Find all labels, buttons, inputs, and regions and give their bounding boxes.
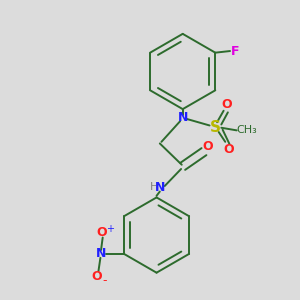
Text: O: O — [223, 143, 234, 156]
Text: S: S — [210, 120, 221, 135]
Text: F: F — [231, 44, 239, 58]
Text: O: O — [222, 98, 232, 111]
Text: O: O — [202, 140, 213, 153]
Text: O: O — [96, 226, 107, 239]
Text: N: N — [154, 181, 165, 194]
Text: -: - — [103, 274, 107, 286]
Text: N: N — [178, 111, 188, 124]
Text: CH₃: CH₃ — [236, 125, 257, 135]
Text: N: N — [96, 248, 106, 260]
Text: +: + — [106, 224, 114, 234]
Text: O: O — [92, 270, 102, 283]
Text: H: H — [150, 182, 158, 192]
